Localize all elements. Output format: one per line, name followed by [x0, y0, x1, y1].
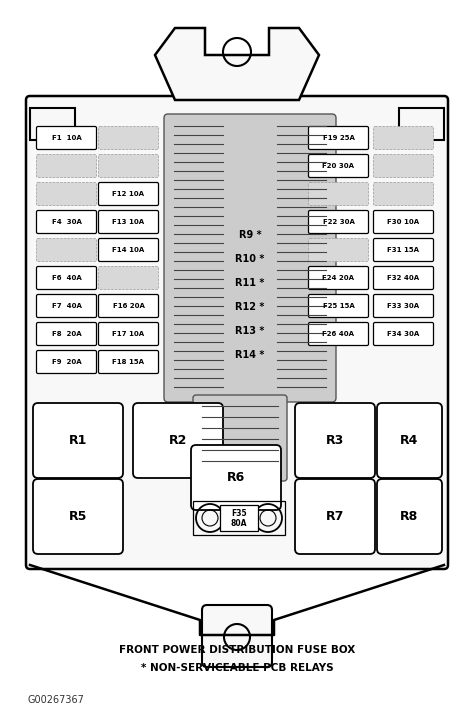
Text: F18 15A: F18 15A: [112, 359, 145, 365]
FancyBboxPatch shape: [295, 403, 375, 478]
Polygon shape: [399, 108, 444, 140]
FancyBboxPatch shape: [36, 267, 97, 289]
Text: F34 30A: F34 30A: [387, 331, 419, 337]
Text: F24 20A: F24 20A: [322, 275, 355, 281]
FancyBboxPatch shape: [36, 294, 97, 317]
FancyBboxPatch shape: [36, 322, 97, 346]
Bar: [220, 505, 258, 531]
Text: R11 *: R11 *: [235, 278, 264, 288]
Text: F1  10A: F1 10A: [52, 135, 82, 141]
FancyBboxPatch shape: [99, 210, 158, 234]
FancyBboxPatch shape: [36, 155, 97, 178]
Text: F22 30A: F22 30A: [323, 219, 355, 225]
Text: F4  30A: F4 30A: [52, 219, 82, 225]
Text: R3: R3: [326, 434, 344, 447]
FancyBboxPatch shape: [374, 182, 434, 205]
FancyBboxPatch shape: [164, 114, 336, 402]
Text: R7: R7: [326, 510, 344, 523]
Text: F31 15A: F31 15A: [388, 247, 419, 253]
FancyBboxPatch shape: [374, 210, 434, 234]
FancyBboxPatch shape: [295, 479, 375, 554]
FancyBboxPatch shape: [99, 182, 158, 205]
Text: F33 30A: F33 30A: [387, 303, 419, 309]
FancyBboxPatch shape: [309, 210, 368, 234]
FancyBboxPatch shape: [36, 182, 97, 205]
Text: G00267367: G00267367: [28, 695, 85, 705]
Text: F35: F35: [231, 510, 247, 518]
FancyBboxPatch shape: [99, 351, 158, 374]
Text: F16 20A: F16 20A: [112, 303, 145, 309]
Text: F17 10A: F17 10A: [112, 331, 145, 337]
FancyBboxPatch shape: [309, 267, 368, 289]
FancyBboxPatch shape: [374, 267, 434, 289]
FancyBboxPatch shape: [191, 445, 281, 510]
Text: F13 10A: F13 10A: [112, 219, 145, 225]
FancyBboxPatch shape: [33, 479, 123, 554]
FancyBboxPatch shape: [133, 403, 223, 478]
FancyBboxPatch shape: [36, 127, 97, 150]
Text: F30 10A: F30 10A: [387, 219, 419, 225]
FancyBboxPatch shape: [26, 96, 448, 569]
FancyBboxPatch shape: [33, 403, 123, 478]
Text: F7  40A: F7 40A: [52, 303, 82, 309]
FancyBboxPatch shape: [99, 294, 158, 317]
FancyBboxPatch shape: [36, 351, 97, 374]
FancyBboxPatch shape: [99, 155, 158, 178]
FancyBboxPatch shape: [377, 479, 442, 554]
FancyBboxPatch shape: [193, 395, 287, 481]
Text: R6: R6: [227, 471, 245, 484]
Text: F19 25A: F19 25A: [323, 135, 355, 141]
FancyBboxPatch shape: [309, 182, 368, 205]
Text: FRONT POWER DISTRIBUTION FUSE BOX: FRONT POWER DISTRIBUTION FUSE BOX: [119, 645, 355, 655]
Polygon shape: [155, 28, 319, 100]
FancyBboxPatch shape: [99, 239, 158, 262]
Text: R5: R5: [69, 510, 87, 523]
Text: R12 *: R12 *: [235, 302, 264, 312]
FancyBboxPatch shape: [374, 239, 434, 262]
Text: F20 30A: F20 30A: [322, 163, 355, 169]
FancyBboxPatch shape: [374, 322, 434, 346]
FancyBboxPatch shape: [309, 155, 368, 178]
FancyBboxPatch shape: [377, 403, 442, 478]
Text: F6  40A: F6 40A: [52, 275, 82, 281]
FancyBboxPatch shape: [374, 127, 434, 150]
FancyBboxPatch shape: [374, 155, 434, 178]
Text: F32 40A: F32 40A: [387, 275, 419, 281]
Text: R10 *: R10 *: [235, 254, 264, 264]
Text: R14 *: R14 *: [235, 350, 264, 360]
Polygon shape: [30, 108, 75, 140]
FancyBboxPatch shape: [202, 605, 272, 667]
Text: 80A: 80A: [231, 520, 247, 529]
FancyBboxPatch shape: [309, 322, 368, 346]
FancyBboxPatch shape: [309, 294, 368, 317]
FancyBboxPatch shape: [36, 210, 97, 234]
FancyBboxPatch shape: [36, 239, 97, 262]
Text: F9  20A: F9 20A: [52, 359, 82, 365]
Text: F26 40A: F26 40A: [322, 331, 355, 337]
FancyBboxPatch shape: [99, 267, 158, 289]
Text: R4: R4: [401, 434, 419, 447]
Text: F12 10A: F12 10A: [112, 191, 145, 197]
Text: F25 15A: F25 15A: [323, 303, 355, 309]
Text: F14 10A: F14 10A: [112, 247, 145, 253]
FancyBboxPatch shape: [309, 127, 368, 150]
Text: R9 *: R9 *: [239, 230, 261, 240]
FancyBboxPatch shape: [309, 239, 368, 262]
FancyBboxPatch shape: [374, 294, 434, 317]
Text: R13 *: R13 *: [235, 326, 264, 336]
Text: R8: R8: [401, 510, 419, 523]
Text: F8  20A: F8 20A: [52, 331, 82, 337]
Text: R1: R1: [69, 434, 87, 447]
Bar: [193, 501, 285, 535]
Text: R2: R2: [169, 434, 187, 447]
Text: * NON-SERVICEABLE PCB RELAYS: * NON-SERVICEABLE PCB RELAYS: [141, 663, 333, 673]
FancyBboxPatch shape: [99, 322, 158, 346]
FancyBboxPatch shape: [99, 127, 158, 150]
